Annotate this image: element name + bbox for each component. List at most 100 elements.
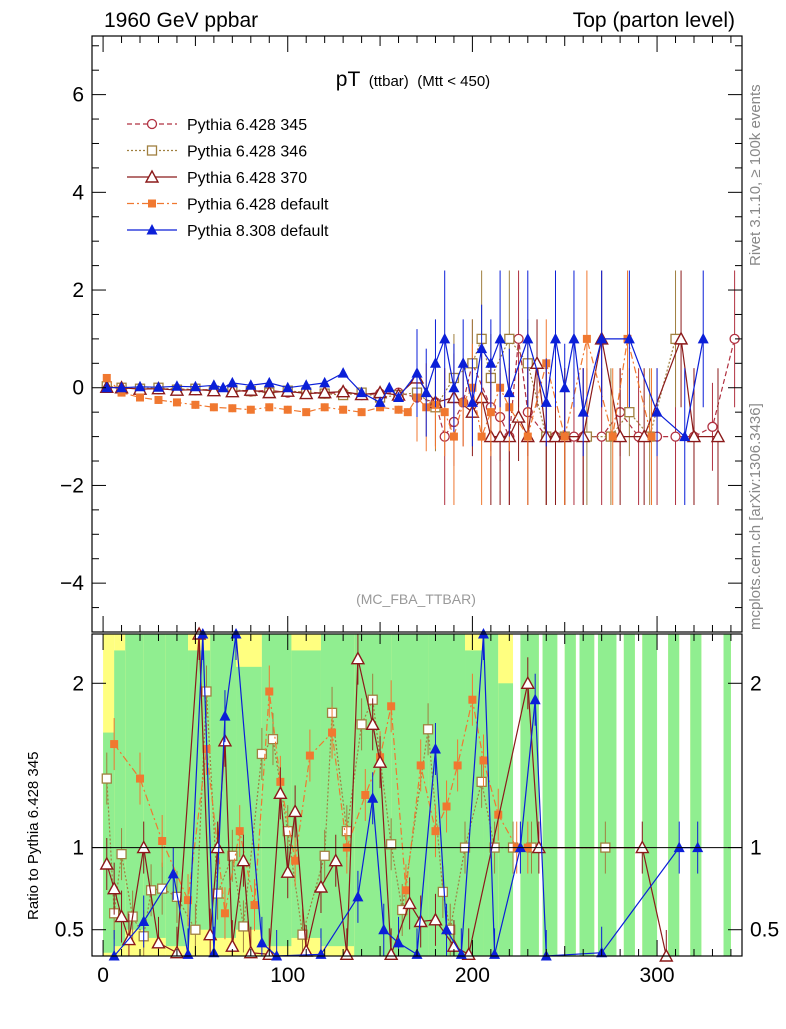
- data-point: [337, 367, 349, 378]
- legend-label: Pythia 6.428 345: [187, 117, 307, 134]
- ratio-point: [367, 792, 379, 803]
- data-point: [559, 381, 571, 393]
- data-point: [209, 403, 218, 412]
- data-point: [523, 432, 532, 441]
- data-point: [560, 432, 569, 441]
- data-point: [466, 396, 478, 407]
- ratio-point: [431, 827, 440, 836]
- ratio-point: [108, 950, 120, 961]
- ratio-band-green: [723, 634, 731, 956]
- x-tick-label: 200: [455, 964, 490, 987]
- data-point: [117, 388, 126, 397]
- mcplots-label: mcplots.cern.ch [arXiv:1306.3436]: [747, 403, 764, 630]
- data-point: [225, 384, 240, 398]
- ratio-ylabel: Ratio to Pythia 6.428 345: [25, 752, 42, 920]
- data-point: [548, 429, 563, 443]
- data-point: [263, 376, 275, 388]
- main-series-p8def: [101, 270, 709, 505]
- x-tick-label: 100: [270, 964, 305, 987]
- legend-marker: [146, 145, 158, 156]
- data-point: [647, 432, 656, 441]
- ratio-point: [461, 946, 476, 961]
- ratio-point: [328, 728, 337, 737]
- data-point: [299, 386, 314, 400]
- data-point: [439, 332, 451, 344]
- data-point: [136, 393, 145, 402]
- data-point: [577, 406, 589, 417]
- data-point: [300, 379, 312, 390]
- ratio-point: [529, 693, 541, 705]
- ratio-point: [238, 921, 249, 932]
- data-point: [670, 431, 681, 442]
- data-point: [101, 381, 113, 393]
- ratio-point: [136, 774, 145, 783]
- data-point: [245, 379, 257, 390]
- ratio-point: [116, 848, 127, 860]
- ratio-y-tick-label: 1: [72, 837, 84, 860]
- ratio-point: [393, 936, 405, 948]
- data-point: [623, 332, 635, 344]
- ratio-point: [184, 896, 193, 905]
- header-right: Top (parton level): [573, 9, 735, 32]
- ratio-point: [313, 879, 329, 893]
- ratio-point: [110, 740, 119, 749]
- legend-marker: [144, 169, 160, 183]
- data-point: [440, 408, 449, 417]
- ratio-point: [280, 864, 295, 878]
- ratio-point: [99, 856, 114, 870]
- ratio-point: [138, 915, 150, 926]
- ratio-point: [385, 839, 397, 850]
- ratio-point: [442, 802, 451, 811]
- ratio-point: [190, 924, 201, 935]
- ratio-band-green: [542, 634, 558, 956]
- data-point: [522, 332, 534, 344]
- ratio-point: [287, 803, 303, 818]
- ratio-y-tick-label: 2: [72, 672, 84, 695]
- ratio-point: [235, 827, 244, 836]
- x-tick-label: 300: [640, 964, 675, 987]
- ratio-point: [416, 761, 425, 770]
- data-point: [116, 381, 128, 393]
- data-point: [411, 367, 423, 378]
- ratio-point: [468, 695, 477, 704]
- ratio-point: [101, 773, 112, 784]
- data-point: [673, 331, 689, 345]
- ratio-point: [477, 628, 489, 639]
- ratio-point: [319, 850, 330, 861]
- data-point: [376, 403, 385, 412]
- legend-entry: Pythia 6.428 346: [127, 144, 307, 161]
- ratio-line: [113, 691, 528, 914]
- axis-frames: −4 −2 0 2 4 6 0.5 0.5 1 1 2 2 0 100 200 300: [55, 35, 779, 987]
- ratio-point: [356, 719, 367, 730]
- y-tick-label: 4: [72, 181, 84, 204]
- data-point: [492, 429, 508, 443]
- main-series: [99, 270, 740, 505]
- data-point: [651, 406, 663, 417]
- main-series-p6def: [102, 270, 656, 505]
- ratio-point: [479, 756, 488, 765]
- data-point: [568, 332, 580, 344]
- data-point: [383, 381, 395, 393]
- ratio-band-green: [291, 650, 321, 938]
- ratio-point: [476, 776, 487, 788]
- data-point: [335, 384, 351, 398]
- data-point: [457, 357, 469, 368]
- ratio-band-green: [125, 634, 144, 930]
- legend-marker: [148, 199, 156, 208]
- data-point: [356, 386, 368, 398]
- data-point: [636, 429, 652, 443]
- ratio-band-green: [668, 634, 680, 956]
- data-point: [374, 396, 386, 407]
- ratio-point: [157, 883, 168, 894]
- data-point: [226, 376, 238, 388]
- ratio-point: [158, 837, 167, 845]
- legend-label: Pythia 8.308 default: [187, 223, 329, 240]
- ratio-band-green: [483, 634, 499, 956]
- data-point: [477, 432, 486, 441]
- data-point: [596, 332, 608, 344]
- legend: Pythia 6.428 345 Pythia 6.428 346 Pythia 6…: [127, 117, 329, 240]
- ratio-point: [383, 946, 399, 961]
- series-line: [106, 338, 736, 439]
- data-point: [102, 373, 111, 382]
- ratio-point: [401, 886, 410, 895]
